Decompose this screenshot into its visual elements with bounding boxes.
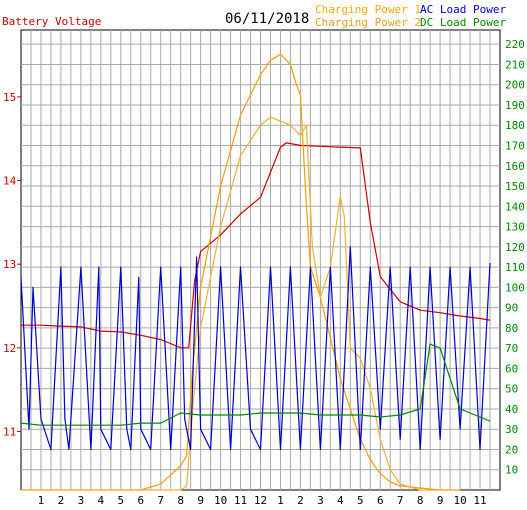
y-right-tick-label: 100 [505,281,525,294]
y-right-tick-label: 150 [505,180,525,193]
y-right-tick-label: 60 [505,362,518,375]
y-right-tick-label: 10 [505,464,518,477]
x-tick-label: 9 [437,494,444,507]
x-tick-label: 6 [137,494,144,507]
y-right-tick-label: 20 [505,443,518,456]
legend-ac-load-power: AC Load Power [420,3,507,16]
series-line-charging-power-1 [21,53,461,491]
y-right-tick-label: 210 [505,58,525,71]
legend-charging-power-1: Charging Power 1 [315,3,421,16]
x-tick-label: 3 [78,494,85,507]
x-tick-label: 2 [297,494,304,507]
y-right-tick-label: 70 [505,342,518,355]
legend-charging-power-2: Charging Power 2 [315,16,421,29]
x-tick-label: 11 [234,494,247,507]
x-tick-label: 5 [357,494,364,507]
x-tick-label: 1 [38,494,45,507]
y-left-tick-label: 12 [3,342,16,355]
x-tick-label: 8 [417,494,424,507]
x-tick-label: 7 [397,494,404,507]
series-line-ac-load-power [20,246,491,451]
y-right-tick-label: 170 [505,140,525,153]
legend-dc-load-power: DC Load Power [420,16,507,29]
y-right-tick-label: 50 [505,383,518,396]
x-tick-label: 4 [98,494,105,507]
y-right-tick-label: 140 [505,200,525,213]
y-right-tick-label: 90 [505,302,518,315]
x-tick-label: 5 [117,494,124,507]
y-right-tick-label: 120 [505,241,525,254]
x-tick-label: 1 [277,494,284,507]
x-tick-label: 4 [337,494,344,507]
x-tick-label: 2 [58,494,65,507]
x-tick-label: 3 [317,494,324,507]
chart-title: Battery Voltage [2,15,102,28]
x-tick-label: 10 [214,494,227,507]
x-tick-label: 8 [177,494,184,507]
y-left-tick-label: 13 [3,258,16,271]
chart-date: 06/11/2018 [225,11,310,27]
y-right-tick-label: 180 [505,119,525,132]
y-left-tick-label: 15 [3,91,16,104]
x-tick-label: 6 [377,494,384,507]
x-tick-label: 11 [473,494,486,507]
x-tick-label: 12 [254,494,267,507]
y-left-tick-label: 11 [3,425,16,438]
y-left-tick-label: 14 [3,175,17,188]
x-tick-label: 10 [453,494,466,507]
y-right-tick-label: 30 [505,423,518,436]
y-right-tick-label: 160 [505,160,525,173]
y-right-tick-label: 40 [505,403,518,416]
y-right-tick-label: 200 [505,79,525,92]
y-right-tick-label: 220 [505,38,525,51]
y-right-tick-label: 130 [505,221,525,234]
x-tick-label: 7 [157,494,164,507]
series-line-charging-power-2 [21,116,461,491]
y-right-tick-label: 80 [505,322,518,335]
series-line-dc-load-power [20,343,491,426]
y-right-tick-label: 110 [505,261,525,274]
y-right-tick-label: 190 [505,99,525,112]
x-tick-label: 9 [197,494,204,507]
